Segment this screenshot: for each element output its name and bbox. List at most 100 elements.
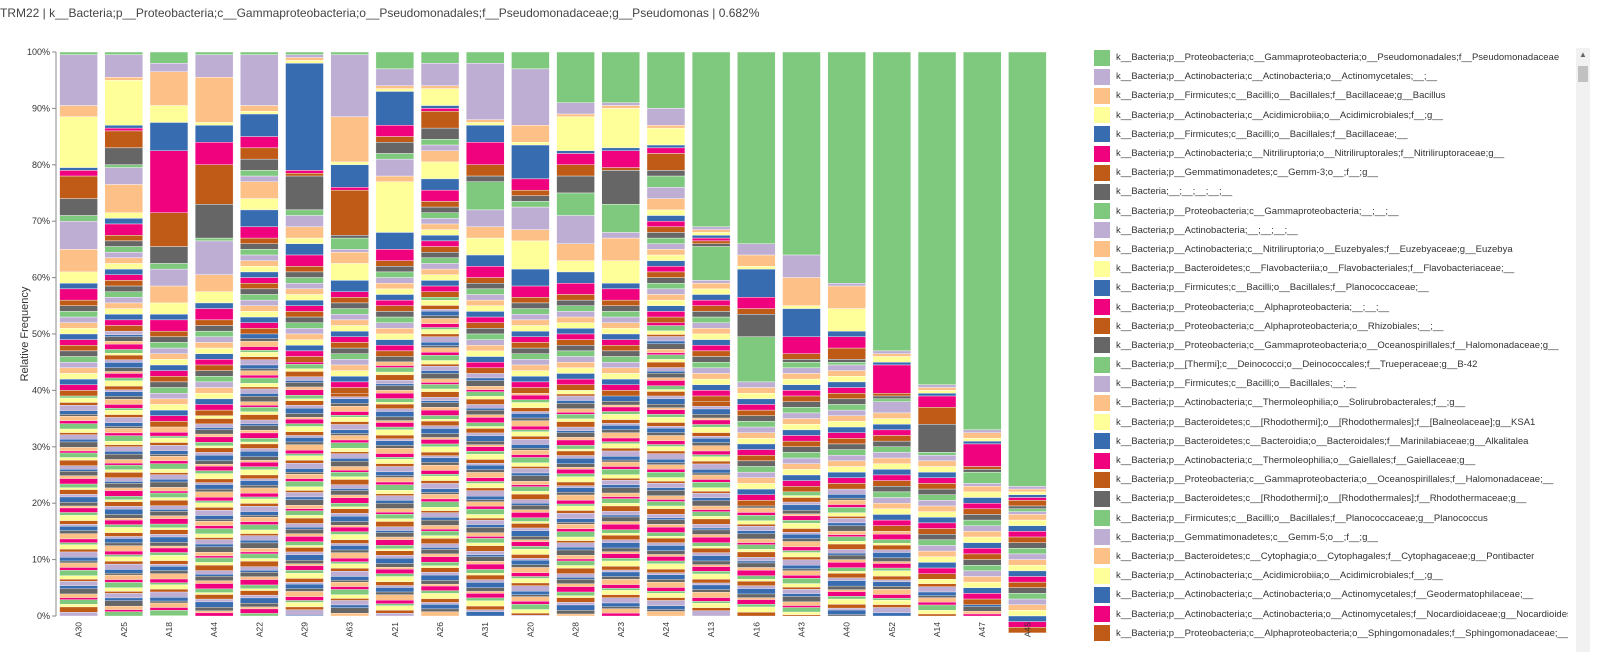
bar-segment[interactable] xyxy=(149,246,189,264)
bar-segment-other[interactable] xyxy=(149,509,189,512)
bar-segment[interactable] xyxy=(194,376,234,383)
bar-segment[interactable] xyxy=(104,297,143,304)
bar-segment-other[interactable] xyxy=(511,407,550,412)
bar-segment-other[interactable] xyxy=(601,395,640,402)
bar-segment-other[interactable] xyxy=(59,414,98,417)
bar-segment-other[interactable] xyxy=(511,585,550,592)
bar-segment-other[interactable] xyxy=(872,594,911,599)
bar-segment-other[interactable] xyxy=(782,497,821,503)
bar-segment-other[interactable] xyxy=(375,466,414,473)
bar-segment-other[interactable] xyxy=(240,521,279,525)
bar-segment-other[interactable] xyxy=(285,499,324,506)
bar-segment[interactable] xyxy=(872,519,912,526)
bar-segment[interactable] xyxy=(330,249,369,253)
bar-segment[interactable] xyxy=(375,305,415,312)
bar-segment[interactable] xyxy=(149,370,189,377)
bar-segment[interactable] xyxy=(59,316,98,323)
bar-segment-other[interactable] xyxy=(511,395,550,400)
bar-segment-other[interactable] xyxy=(692,417,731,421)
bar-segment-other[interactable] xyxy=(330,563,369,569)
bar-segment-other[interactable] xyxy=(420,378,460,383)
bar-segment-other[interactable] xyxy=(646,501,686,507)
bar-segment[interactable] xyxy=(104,167,143,185)
bar-segment-other[interactable] xyxy=(737,538,776,543)
bar-segment[interactable] xyxy=(285,277,324,284)
bar-segment-other[interactable] xyxy=(692,408,731,415)
bar-segment[interactable] xyxy=(330,297,369,304)
bar-segment[interactable] xyxy=(149,263,189,270)
bar-segment[interactable] xyxy=(330,325,369,332)
bar-segment[interactable] xyxy=(963,51,1002,431)
bar-segment-other[interactable] xyxy=(195,598,234,603)
bar-segment-other[interactable] xyxy=(646,514,686,519)
bar-stack-A16[interactable] xyxy=(737,51,776,617)
bar-segment[interactable] xyxy=(149,415,189,422)
bar-segment-other[interactable] xyxy=(285,591,324,597)
bar-segment-other[interactable] xyxy=(149,555,189,561)
bar-segment[interactable] xyxy=(917,483,957,490)
bar-segment[interactable] xyxy=(917,390,957,394)
bar-segment-other[interactable] xyxy=(104,441,143,445)
bar-segment[interactable] xyxy=(194,359,234,366)
bar-segment-other[interactable] xyxy=(330,582,369,587)
bar-segment-other[interactable] xyxy=(195,576,234,581)
bar-segment-other[interactable] xyxy=(420,420,460,426)
bar-segment[interactable] xyxy=(420,246,460,253)
bar-segment[interactable] xyxy=(420,189,460,202)
bar-segment-other[interactable] xyxy=(466,463,505,466)
bar-segment-other[interactable] xyxy=(737,560,776,564)
bar-segment-other[interactable] xyxy=(646,569,686,574)
bar-stack-A23[interactable] xyxy=(601,51,640,617)
bar-segment-other[interactable] xyxy=(420,415,460,420)
bar-segment-other[interactable] xyxy=(104,451,143,455)
bar-segment-other[interactable] xyxy=(195,557,234,563)
bar-segment-other[interactable] xyxy=(646,373,686,378)
bar-segment[interactable] xyxy=(59,305,98,312)
bar-segment-other[interactable] xyxy=(420,498,460,502)
bar-segment-other[interactable] xyxy=(149,497,189,501)
bar-segment-other[interactable] xyxy=(556,591,595,596)
bar-segment-other[interactable] xyxy=(646,435,686,442)
bar-segment-other[interactable] xyxy=(511,472,550,476)
bar-segment-other[interactable] xyxy=(104,536,143,539)
bar-segment-other[interactable] xyxy=(556,408,595,413)
bar-segment-other[interactable] xyxy=(601,514,640,518)
bar-segment-other[interactable] xyxy=(511,560,550,565)
bar-segment-other[interactable] xyxy=(963,613,1002,617)
bar-segment-other[interactable] xyxy=(556,510,595,514)
bar-segment-other[interactable] xyxy=(285,444,324,451)
bar-segment-other[interactable] xyxy=(420,391,460,398)
bar-segment-other[interactable] xyxy=(59,434,98,440)
bar-segment-other[interactable] xyxy=(466,417,505,423)
bar-segment[interactable] xyxy=(104,235,143,242)
bar-segment[interactable] xyxy=(240,271,279,278)
bar-segment[interactable] xyxy=(601,147,640,151)
legend-item[interactable]: k__Bacteria;p__Firmicutes;c__Bacilli;o__… xyxy=(1094,125,1574,144)
bar-segment[interactable] xyxy=(104,263,143,270)
bar-segment[interactable] xyxy=(601,384,640,391)
bar-segment-other[interactable] xyxy=(692,597,731,602)
bar-segment[interactable] xyxy=(104,285,143,292)
bar-segment[interactable] xyxy=(420,139,460,146)
bar-segment-other[interactable] xyxy=(646,542,686,546)
bar-segment[interactable] xyxy=(917,528,957,535)
bar-segment-other[interactable] xyxy=(59,604,98,608)
bar-segment[interactable] xyxy=(149,122,189,151)
bar-segment-other[interactable] xyxy=(149,490,189,494)
bar-segment-other[interactable] xyxy=(240,576,279,580)
bar-segment-other[interactable] xyxy=(511,503,550,506)
bar-segment[interactable] xyxy=(691,367,731,374)
bar-segment-other[interactable] xyxy=(466,506,505,510)
bar-segment-other[interactable] xyxy=(59,585,98,589)
bar-segment-other[interactable] xyxy=(872,563,911,569)
bar-segment-other[interactable] xyxy=(466,611,505,617)
bar-segment-other[interactable] xyxy=(195,588,234,593)
bar-segment[interactable] xyxy=(646,125,686,129)
bar-segment[interactable] xyxy=(330,291,369,298)
bar-segment[interactable] xyxy=(59,175,98,199)
bar-segment[interactable] xyxy=(872,469,912,476)
bar-segment-other[interactable] xyxy=(692,592,731,598)
bar-segment-other[interactable] xyxy=(195,466,234,471)
bar-segment[interactable] xyxy=(104,319,143,326)
bar-segment-other[interactable] xyxy=(375,591,414,596)
